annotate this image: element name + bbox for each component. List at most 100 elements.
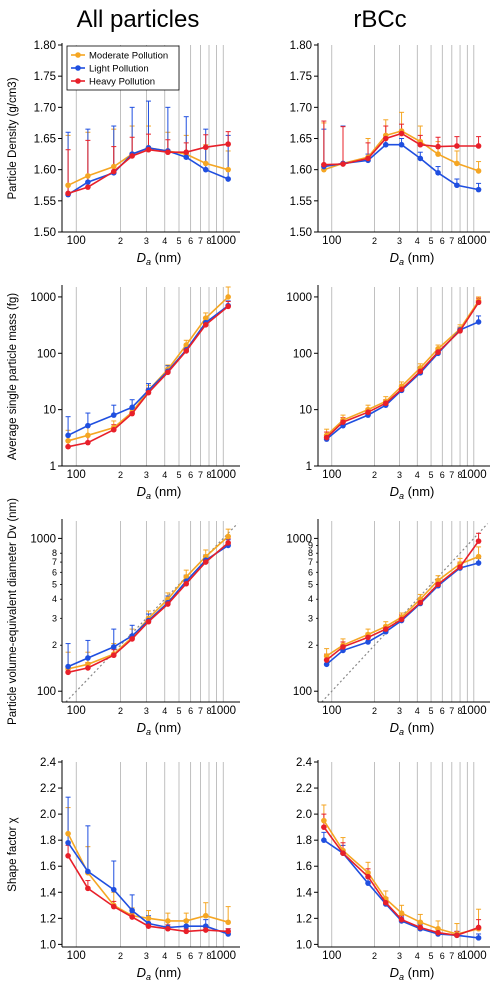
y-minor-tick-label: 8 bbox=[52, 548, 57, 558]
x-tick-label: 2 bbox=[118, 951, 123, 961]
series-line bbox=[326, 562, 479, 665]
x-tick-label: 8 bbox=[206, 470, 211, 480]
series-moderate-pollution-line bbox=[65, 294, 231, 444]
x-tick-label: 8 bbox=[206, 236, 211, 246]
x-tick-label: 3 bbox=[397, 951, 402, 961]
series-heavy-pollution-line bbox=[65, 141, 231, 197]
x-axis-label: Da (nm) bbox=[137, 965, 182, 982]
x-tick-label: 5 bbox=[176, 470, 181, 480]
y-minor-tick-label: 4 bbox=[308, 594, 313, 604]
data-point bbox=[435, 925, 441, 932]
data-point bbox=[454, 932, 460, 939]
y-tick-label: 1.80 bbox=[290, 40, 312, 52]
data-point bbox=[323, 434, 330, 441]
data-point bbox=[183, 154, 190, 160]
x-tick-label: 100 bbox=[67, 705, 86, 717]
x-tick-label: 7 bbox=[198, 706, 203, 716]
x-tick-label: 7 bbox=[198, 951, 203, 961]
x-tick-label: 100 bbox=[322, 950, 341, 962]
y-tick-label: 1 bbox=[306, 461, 312, 473]
data-point bbox=[435, 143, 441, 150]
data-point bbox=[85, 432, 91, 439]
series-heavy-pollution-line bbox=[65, 540, 231, 676]
data-point bbox=[340, 161, 346, 167]
y-tick-label: 1.2 bbox=[40, 913, 56, 925]
data-point bbox=[110, 163, 117, 170]
data-point bbox=[85, 655, 91, 661]
y-minor-tick-label: 7 bbox=[308, 557, 313, 567]
y-axis-label: Particle volume-equivalent diameter Dv (… bbox=[7, 498, 19, 725]
y-minor-tick-label: 3 bbox=[52, 613, 57, 623]
data-point bbox=[417, 599, 424, 606]
data-point bbox=[323, 653, 330, 659]
data-point bbox=[398, 141, 405, 148]
column-title-all-particles: All particles bbox=[77, 6, 200, 33]
y-tick-label: 1000 bbox=[30, 292, 56, 304]
data-point bbox=[398, 616, 405, 623]
data-point bbox=[129, 410, 135, 417]
x-tick-label: 6 bbox=[440, 236, 445, 246]
y-tick-label: 1.8 bbox=[40, 835, 56, 847]
x-tick-label: 100 bbox=[322, 469, 341, 481]
x-tick-label: 1000 bbox=[461, 469, 487, 481]
y-minor-tick-label: 8 bbox=[308, 548, 313, 558]
x-tick-label: 4 bbox=[162, 951, 167, 961]
x-tick-label: 6 bbox=[188, 236, 193, 246]
x-tick-label: 1000 bbox=[461, 705, 487, 717]
x-tick-label: 6 bbox=[188, 470, 193, 480]
series-line bbox=[67, 305, 229, 448]
y-tick-label: 2.0 bbox=[40, 809, 56, 821]
data-point bbox=[382, 626, 389, 632]
panel-a1: 100 1000 2 3 4 5 6 7 8 Da (nm) 1.50 1.55 1.60 1.65 1.7… bbox=[7, 40, 240, 267]
data-point bbox=[183, 918, 190, 924]
data-point bbox=[435, 151, 441, 157]
y-tick-label: 2.4 bbox=[40, 757, 57, 769]
data-point bbox=[475, 186, 482, 193]
data-point bbox=[365, 409, 371, 416]
data-point bbox=[225, 166, 231, 173]
x-tick-label: 6 bbox=[440, 706, 445, 716]
data-point bbox=[85, 179, 91, 185]
x-tick-label: 7 bbox=[449, 951, 454, 961]
data-point bbox=[365, 639, 371, 645]
y-tick-label: 1.75 bbox=[290, 71, 312, 83]
y-axis-label: Shape factor χ bbox=[7, 817, 19, 891]
data-point bbox=[321, 837, 327, 843]
x-tick-label: 3 bbox=[144, 951, 149, 961]
data-point bbox=[365, 155, 371, 162]
y-tick-label: 1.8 bbox=[296, 835, 312, 847]
y-tick-label: 100 bbox=[37, 348, 56, 360]
x-tick-label: 1000 bbox=[461, 950, 487, 962]
data-point bbox=[323, 661, 330, 668]
y-tick-label: 1.50 bbox=[34, 227, 56, 239]
x-axis-label: Da (nm) bbox=[390, 250, 435, 267]
data-point bbox=[398, 386, 405, 393]
y-tick-label: 1.6 bbox=[296, 861, 312, 873]
data-point bbox=[129, 907, 135, 914]
data-point bbox=[225, 294, 231, 300]
data-point bbox=[85, 868, 91, 875]
y-minor-tick-label: 2 bbox=[52, 640, 57, 650]
legend-box bbox=[66, 45, 180, 91]
data-point bbox=[110, 886, 117, 893]
series-light-pollution-line bbox=[321, 141, 482, 193]
series-line bbox=[326, 300, 480, 436]
data-point bbox=[417, 919, 424, 926]
data-point bbox=[65, 443, 71, 450]
legend-swatch-marker bbox=[75, 65, 81, 71]
data-point bbox=[183, 348, 190, 354]
series-heavy-pollution bbox=[324, 532, 482, 661]
y-minor-tick-label: 3 bbox=[308, 613, 313, 623]
x-axis-label: Da (nm) bbox=[137, 250, 182, 267]
data-point bbox=[165, 918, 171, 924]
x-tick-label: 6 bbox=[440, 470, 445, 480]
x-tick-label: 4 bbox=[162, 470, 167, 480]
y-minor-tick-label: 2 bbox=[308, 640, 313, 650]
y-tick-label: 10 bbox=[43, 405, 56, 417]
series-moderate-pollution-line bbox=[323, 298, 482, 439]
y-tick-label: 1.75 bbox=[34, 71, 56, 83]
data-point bbox=[85, 885, 91, 892]
x-tick-label: 8 bbox=[206, 951, 211, 961]
one-to-one-line bbox=[321, 523, 489, 703]
data-point bbox=[365, 880, 371, 886]
